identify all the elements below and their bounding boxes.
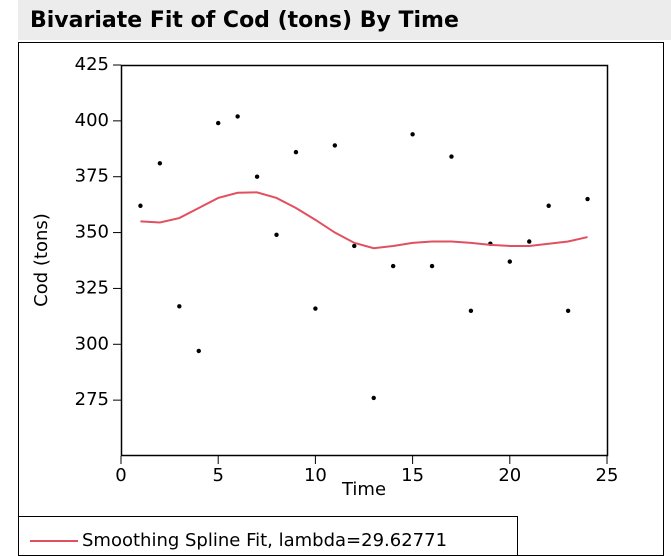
fit-line: [140, 191, 588, 250]
point: [235, 114, 240, 119]
point: [332, 143, 338, 148]
y-axis-label: Cod (tons): [31, 213, 52, 307]
point: [157, 161, 163, 166]
x-tick-label: 5: [212, 465, 223, 486]
x-tick-label: 10: [304, 465, 327, 486]
x-tick-label: 0: [115, 465, 126, 486]
point: [352, 243, 357, 249]
point: [196, 348, 201, 354]
point: [254, 174, 260, 179]
point: [177, 304, 182, 309]
point: [546, 203, 551, 208]
point: [527, 239, 532, 244]
y-tick-label: 425: [75, 54, 109, 75]
point: [585, 196, 590, 202]
y-tick-label: 300: [75, 333, 109, 354]
point: [274, 232, 279, 238]
point: [138, 203, 143, 208]
point: [468, 308, 474, 313]
point: [565, 308, 571, 313]
x-tick-label: 20: [498, 465, 521, 486]
point: [390, 263, 396, 269]
title-bar: [18, 0, 671, 40]
point: [410, 132, 415, 137]
plot-frame: [120, 64, 609, 457]
x-tick-label: 15: [401, 465, 424, 486]
y-tick-label: 350: [75, 222, 109, 243]
point: [371, 395, 376, 401]
point: [507, 259, 512, 264]
legend: [18, 516, 518, 556]
point: [313, 306, 318, 311]
point: [293, 149, 299, 155]
point: [429, 263, 435, 269]
legend-label: Smoothing Spline Fit, lambda=29.62771: [82, 530, 447, 551]
y-tick-label: 325: [75, 277, 109, 298]
point: [449, 154, 454, 159]
x-axis-label: Time: [341, 479, 386, 500]
y-tick-label: 275: [75, 389, 109, 410]
y-tick-label: 400: [75, 110, 109, 131]
chart-title: Bivariate Fit of Cod (tons) By Time: [30, 8, 459, 33]
y-tick-label: 375: [75, 166, 109, 187]
point: [216, 120, 221, 126]
x-tick-label: 25: [596, 465, 619, 486]
